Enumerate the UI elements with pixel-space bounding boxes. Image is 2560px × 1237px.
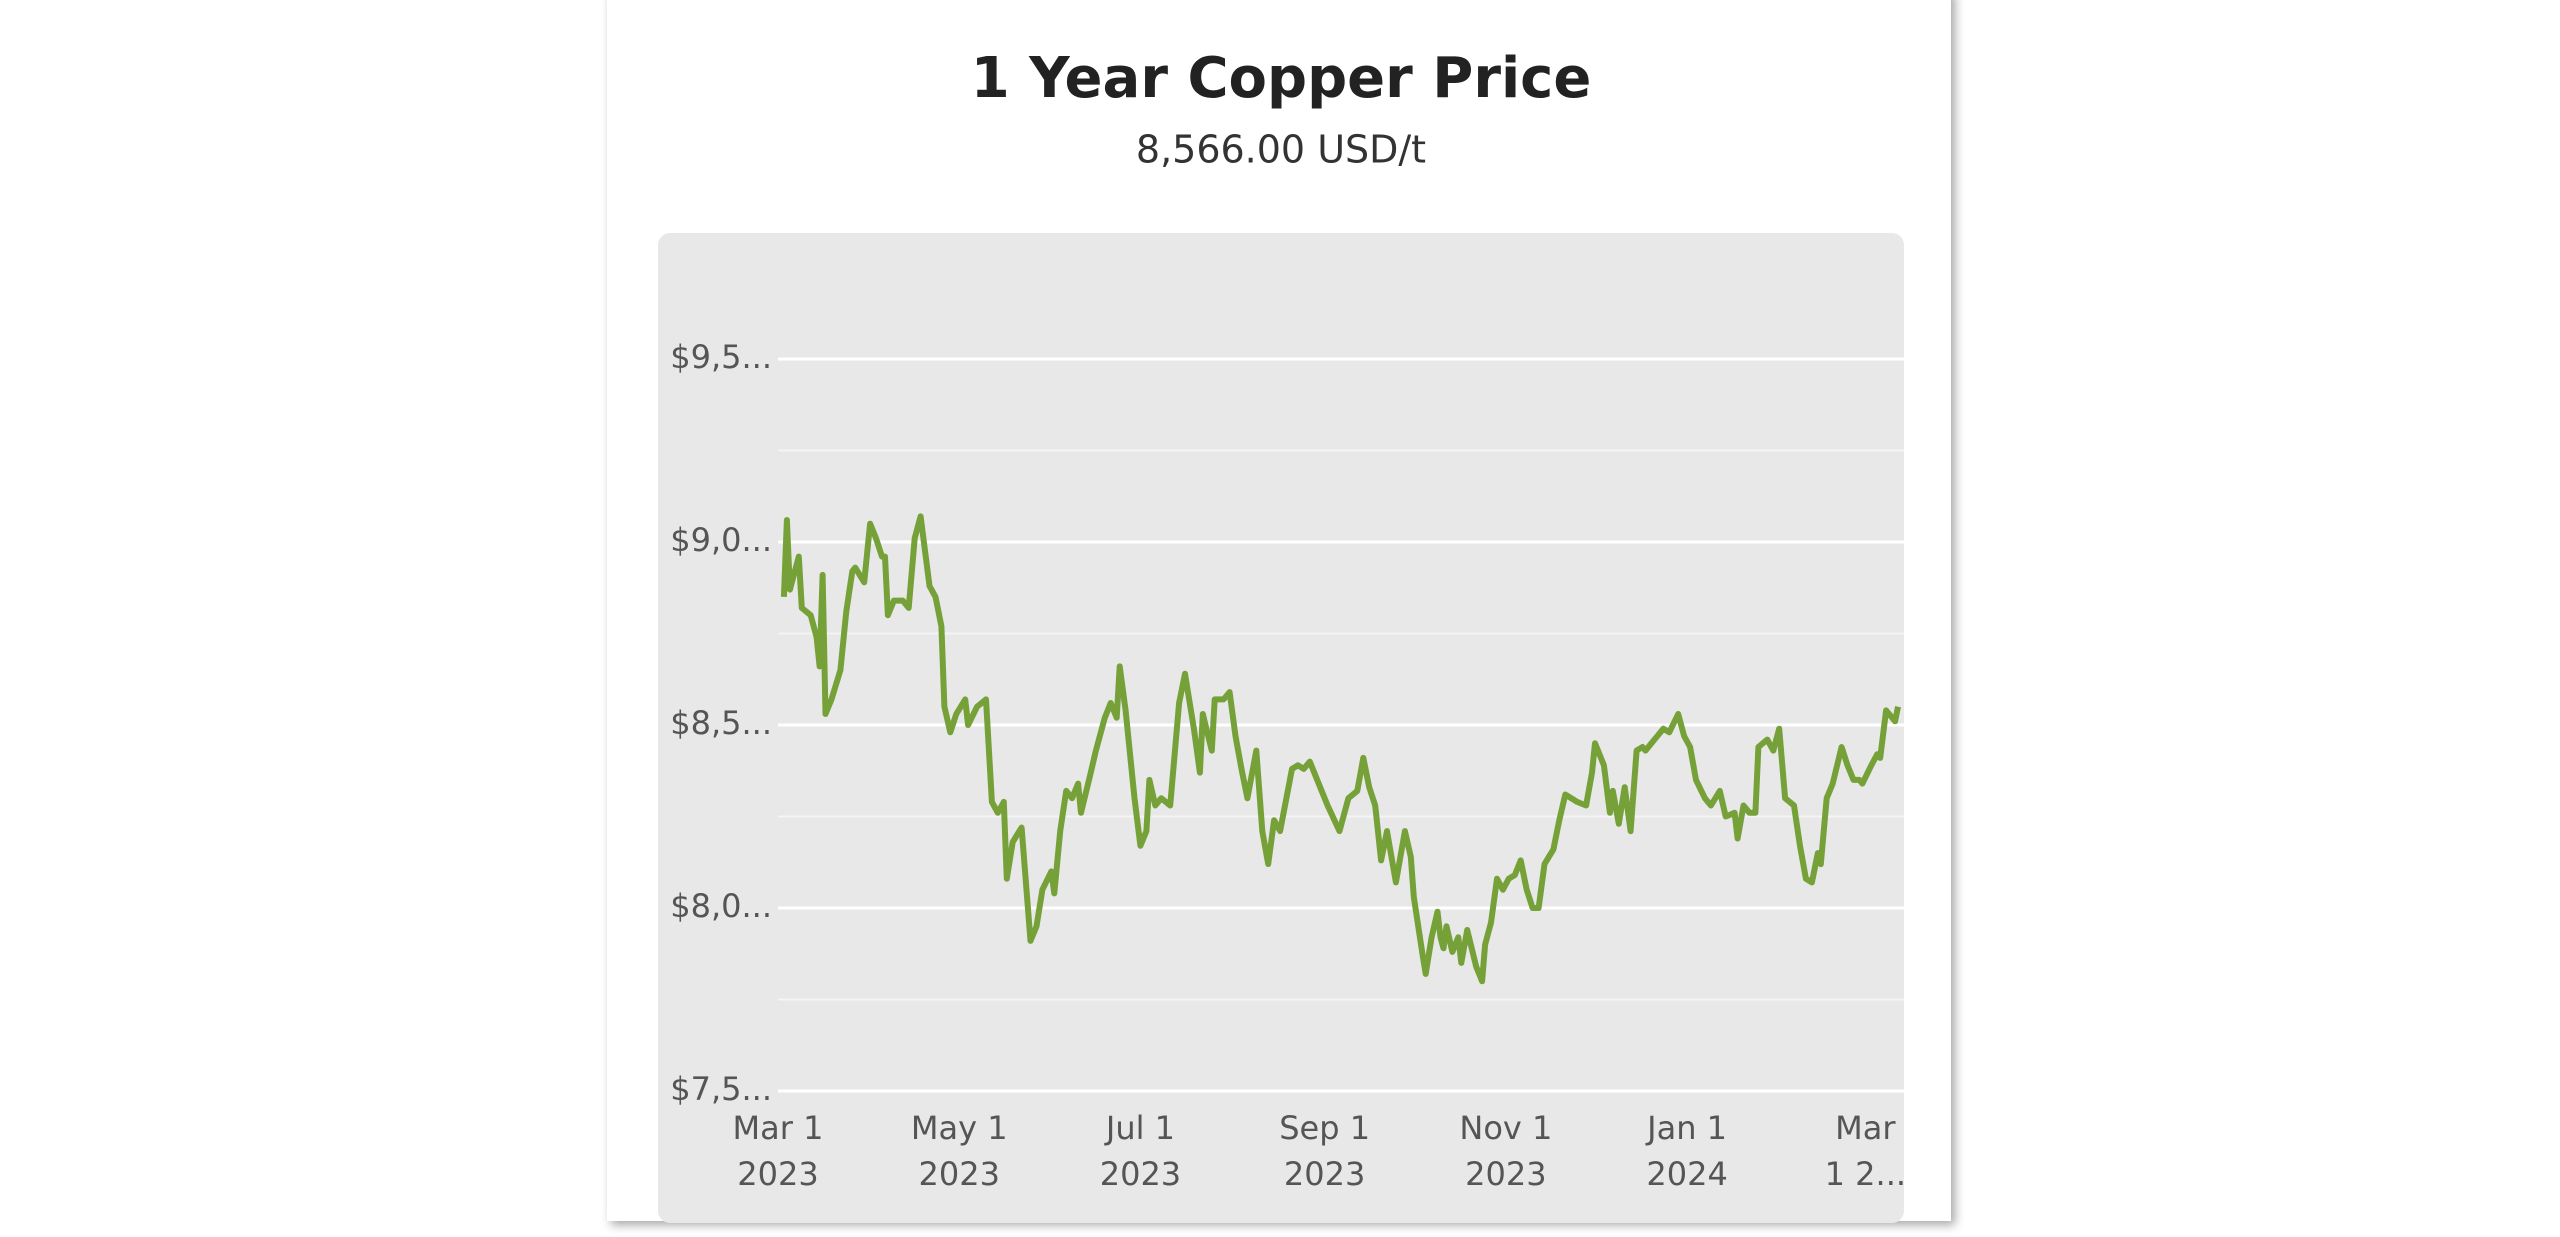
y-tick-label: $8,5... — [670, 704, 772, 742]
x-tick-label: 2023 — [1100, 1155, 1181, 1193]
x-tick-label: Jan 1 — [1645, 1109, 1727, 1147]
chart-subtitle: 8,566.00 USD/t — [1136, 128, 1426, 172]
x-tick-label: 2024 — [1646, 1155, 1727, 1193]
price-line — [780, 513, 1901, 985]
x-tick-label: 2023 — [1284, 1155, 1365, 1193]
x-tick: Nov 1 2023 — [1459, 1109, 1552, 1193]
chart-title: 1 Year Copper Price — [971, 46, 1592, 111]
x-tick: Mar 1 2023 — [733, 1109, 824, 1193]
y-tick-label: $7,5... — [670, 1070, 772, 1108]
x-tick-label: 2023 — [1465, 1155, 1546, 1193]
x-tick: Mar 1 2... — [1825, 1109, 1906, 1193]
x-tick-label: 1 2... — [1825, 1155, 1906, 1193]
y-tick-label: $9,5... — [670, 338, 772, 376]
x-tick-label: Jul 1 — [1104, 1109, 1175, 1147]
y-tick-label: $9,0... — [670, 521, 772, 559]
x-tick-label: Mar 1 — [733, 1109, 824, 1147]
x-tick-label: Nov 1 — [1459, 1109, 1552, 1147]
x-tick: Jul 1 2023 — [1100, 1109, 1181, 1193]
x-tick: May 1 2023 — [911, 1109, 1008, 1193]
y-tick-label: $8,0... — [670, 887, 772, 925]
x-tick: Jan 1 2024 — [1645, 1109, 1728, 1193]
x-tick-label: 2023 — [737, 1155, 818, 1193]
x-tick-label: May 1 — [911, 1109, 1008, 1147]
x-tick-label: 2023 — [919, 1155, 1000, 1193]
x-tick-label: Mar — [1835, 1109, 1896, 1147]
x-tick: Sep 1 2023 — [1279, 1109, 1370, 1193]
x-tick-label: Sep 1 — [1279, 1109, 1370, 1147]
plot-background — [658, 233, 1904, 1223]
